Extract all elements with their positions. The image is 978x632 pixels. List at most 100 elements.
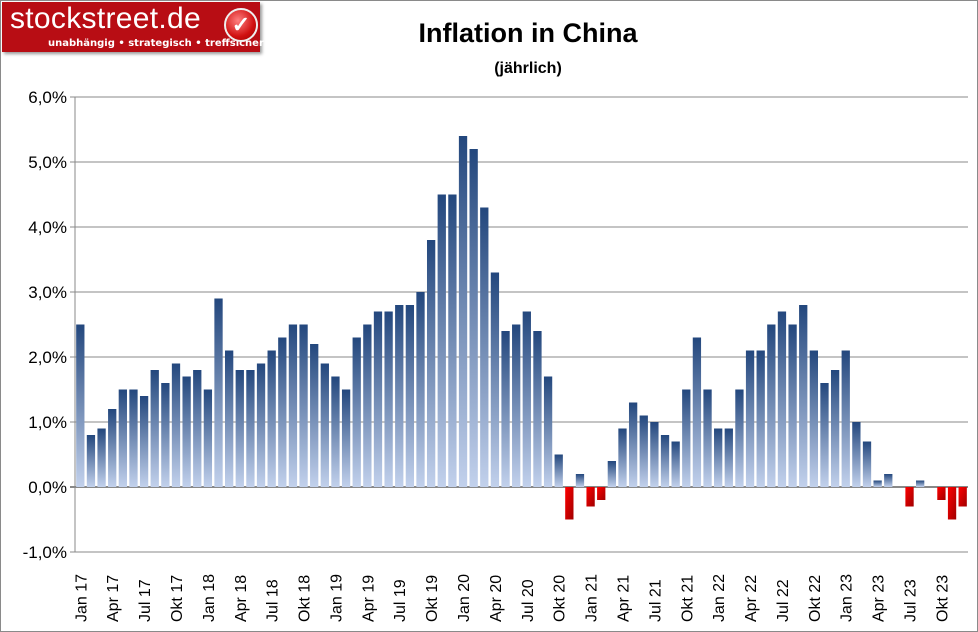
x-tick-label: Okt 20 xyxy=(552,575,569,622)
x-tick-label: Okt 18 xyxy=(297,575,314,622)
bar-Nov-20 xyxy=(565,487,574,520)
bar-Jul-20 xyxy=(522,311,531,487)
y-tick-label: 1,0% xyxy=(28,413,67,432)
x-tick-label: Jul 21 xyxy=(647,579,664,622)
bar-Nov-23 xyxy=(947,487,957,520)
bar-Dez-21 xyxy=(703,389,712,487)
bar-Apr-18 xyxy=(235,370,244,487)
bar-Sep-19 xyxy=(416,292,425,487)
bar-Feb-22 xyxy=(724,428,733,487)
x-tick-label: Jan 21 xyxy=(584,574,601,622)
x-tick-label: Apr 19 xyxy=(360,575,377,622)
logo-tagline: unabhängig • strategisch • treffsicher xyxy=(48,38,264,49)
bar-Jul-23 xyxy=(905,487,914,507)
bar-Okt-23 xyxy=(937,487,946,500)
x-tick-label: Jan 18 xyxy=(201,574,218,622)
bar-Sep-21 xyxy=(671,441,680,487)
y-tick-label: 6,0% xyxy=(28,88,67,107)
bar-Jul-18 xyxy=(267,350,276,487)
bar-Feb-19 xyxy=(341,389,351,487)
bar-Jun-17 xyxy=(129,389,138,487)
bar-Sep-22 xyxy=(799,305,808,487)
checkmark-icon: ✓ xyxy=(224,8,258,42)
bar-Sep-20 xyxy=(543,376,553,487)
x-tick-label: Okt 21 xyxy=(679,575,696,622)
bar-Feb-18 xyxy=(214,298,223,487)
bar-Jun-22 xyxy=(767,324,776,487)
logo: stockstreet.de unabhängig • strategisch … xyxy=(2,2,264,52)
bar-Feb-21 xyxy=(597,487,606,500)
bar-Jul-17 xyxy=(139,396,149,487)
x-tick-label: Jan 23 xyxy=(839,574,856,622)
bar-Aug-21 xyxy=(660,435,670,487)
bar-Aug-17 xyxy=(150,370,159,487)
x-tick-label: Apr 23 xyxy=(871,575,888,622)
bar-Jan-17 xyxy=(76,324,85,487)
bar-Jun-21 xyxy=(639,415,648,487)
y-tick-label: 3,0% xyxy=(28,283,67,302)
bar-Mär-17 xyxy=(97,428,106,487)
bar-Mär-23 xyxy=(862,441,872,487)
x-tick-label: Jul 22 xyxy=(775,579,792,622)
bar-Apr-20 xyxy=(490,272,500,487)
bar-Jan-19 xyxy=(331,376,340,487)
y-tick-label: -1,0% xyxy=(23,543,67,562)
x-tick-label: Okt 19 xyxy=(424,575,441,622)
bar-Apr-23 xyxy=(873,480,882,487)
bar-Nov-18 xyxy=(310,344,319,487)
y-tick-label: 2,0% xyxy=(28,348,67,367)
bar-Mär-18 xyxy=(225,350,234,487)
y-tick-label: 5,0% xyxy=(28,153,67,172)
logo-name: stockstreet.de xyxy=(10,2,201,35)
bar-Mai-23 xyxy=(884,474,893,487)
y-tick-label: 4,0% xyxy=(28,218,67,237)
x-tick-label: Jan 22 xyxy=(711,574,728,622)
bar-Nov-19 xyxy=(437,194,446,487)
bar-Dez-17 xyxy=(193,370,202,487)
x-tick-label: Jul 18 xyxy=(265,579,282,622)
bar-Okt-19 xyxy=(426,240,436,487)
bar-Jan-23 xyxy=(841,350,850,487)
bar-Aug-20 xyxy=(533,331,542,487)
bar-Jul-22 xyxy=(777,311,787,487)
bar-Jan-21 xyxy=(586,487,595,507)
bar-Apr-21 xyxy=(618,428,627,487)
bar-Feb-20 xyxy=(469,149,478,487)
bar-Mär-19 xyxy=(352,337,361,487)
x-tick-label: Okt 23 xyxy=(934,575,951,622)
chart-subtitle: (jährlich) xyxy=(494,60,562,77)
x-tick-label: Apr 20 xyxy=(488,575,505,622)
bar-Okt-20 xyxy=(554,454,563,487)
bar-Jun-18 xyxy=(256,363,266,487)
bar-Feb-17 xyxy=(86,435,96,487)
bar-Aug-23 xyxy=(916,480,925,487)
bar-Mai-19 xyxy=(373,311,383,487)
x-tick-label: Jul 17 xyxy=(137,579,154,622)
bar-Jul-21 xyxy=(650,422,659,487)
bar-Mai-18 xyxy=(246,370,255,487)
bar-Sep-18 xyxy=(288,324,298,487)
bar-Mai-22 xyxy=(756,350,765,487)
x-tick-label: Apr 22 xyxy=(743,575,760,622)
bar-Aug-22 xyxy=(788,324,797,487)
chart-title: Inflation in China xyxy=(418,18,638,48)
bar-Aug-18 xyxy=(278,337,287,487)
bar-Apr-19 xyxy=(363,324,372,487)
x-tick-label: Okt 22 xyxy=(807,575,824,622)
bar-Apr-17 xyxy=(108,409,117,487)
bar-Dez-20 xyxy=(575,474,585,487)
bar-Mai-21 xyxy=(628,402,638,487)
bar-Okt-17 xyxy=(171,363,181,487)
bar-Jan-20 xyxy=(458,136,468,487)
bar-Sep-17 xyxy=(161,383,170,487)
bar-Mär-21 xyxy=(607,461,617,487)
bar-Nov-22 xyxy=(820,383,829,487)
y-tick-label: 0,0% xyxy=(28,478,67,497)
bar-Jun-19 xyxy=(384,311,393,487)
x-tick-label: Jul 23 xyxy=(903,579,920,622)
x-tick-label: Jul 20 xyxy=(520,579,537,622)
x-tick-label: Apr 18 xyxy=(233,575,250,622)
bar-Dez-23 xyxy=(958,487,967,507)
x-tick-label: Jul 19 xyxy=(392,579,409,622)
